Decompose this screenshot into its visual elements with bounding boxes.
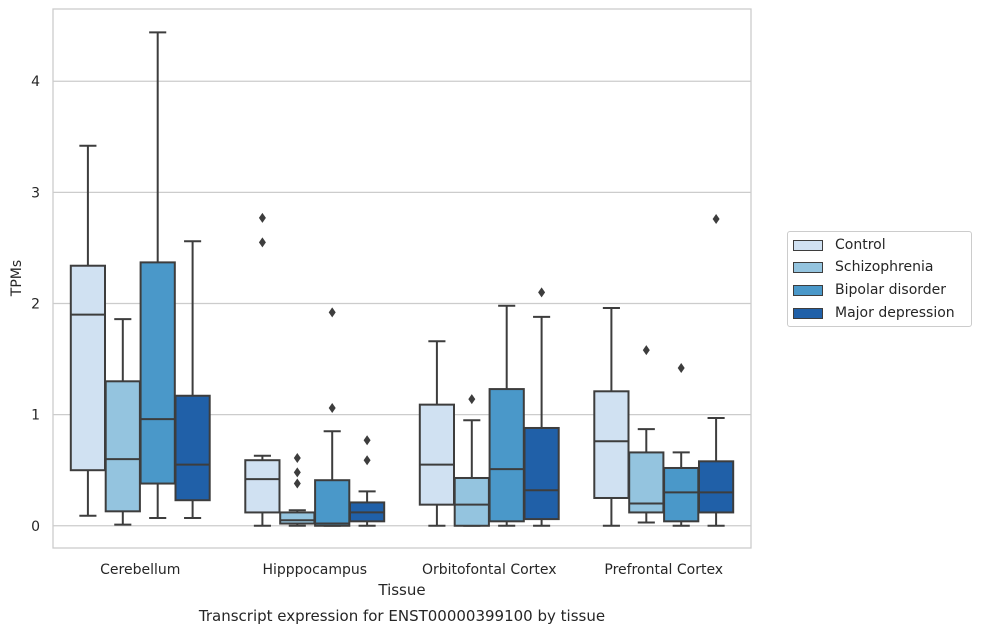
box-2-0 bbox=[139, 31, 176, 519]
box-iqr bbox=[488, 388, 525, 523]
box-3-3 bbox=[697, 214, 735, 527]
outlier-point bbox=[363, 435, 371, 446]
x-tick-labels: Cerebellum Hipppocampus Orbitofontal Corte… bbox=[100, 562, 723, 578]
legend-label-control: Control bbox=[835, 237, 886, 253]
outlier-point bbox=[328, 402, 336, 413]
box-2-1 bbox=[314, 307, 351, 527]
box-iqr bbox=[279, 511, 316, 525]
box-3-0 bbox=[174, 240, 211, 519]
box-iqr bbox=[663, 466, 700, 523]
outlier-point bbox=[642, 345, 650, 356]
x-tick-label: Orbitofontal Cortex bbox=[422, 562, 557, 578]
box-iqr bbox=[174, 394, 211, 502]
outlier-point bbox=[293, 452, 301, 463]
box-1-3 bbox=[628, 345, 665, 524]
x-tick-label: Prefrontal Cortex bbox=[604, 562, 723, 578]
y-axis-label: TPMs bbox=[9, 260, 25, 297]
box-iqr bbox=[314, 479, 351, 527]
outlier-point bbox=[258, 237, 266, 248]
box-iqr bbox=[418, 403, 456, 506]
outlier-point bbox=[468, 394, 476, 405]
legend-item-control: Control bbox=[793, 235, 886, 255]
y-tick-label: 0 bbox=[31, 519, 40, 535]
y-tick-label: 4 bbox=[31, 74, 40, 90]
box-1-2 bbox=[453, 394, 490, 527]
legend-label-schizophrenia: Schizophrenia bbox=[835, 259, 934, 275]
x-axis-label: Tissue bbox=[377, 581, 425, 599]
box-1-0 bbox=[104, 318, 141, 526]
legend-swatch-bipolar bbox=[793, 284, 823, 296]
outlier-point bbox=[363, 455, 371, 466]
box-iqr bbox=[453, 476, 490, 527]
legend-label-bipolar: Bipolar disorder bbox=[835, 282, 947, 298]
outlier-point bbox=[258, 212, 266, 223]
legend-swatch-schizophrenia bbox=[793, 261, 823, 273]
chart-legend: Control Schizophrenia Bipolar disorder M… bbox=[787, 231, 972, 327]
x-tick-label: Hipppocampus bbox=[262, 562, 367, 578]
x-tick-label: Cerebellum bbox=[100, 562, 180, 578]
y-tick-label: 1 bbox=[31, 408, 40, 424]
box-iqr bbox=[69, 264, 107, 472]
outlier-point bbox=[677, 362, 685, 373]
outlier-point bbox=[328, 307, 336, 318]
box-0-3 bbox=[593, 306, 630, 527]
outlier-point bbox=[293, 467, 301, 478]
outlier-point bbox=[538, 287, 546, 298]
box-iqr bbox=[139, 261, 176, 485]
y-tick-label: 2 bbox=[31, 297, 40, 313]
legend-label-major-depression: Major depression bbox=[835, 305, 955, 321]
box-0-2 bbox=[418, 340, 456, 527]
box-iqr bbox=[628, 451, 665, 514]
box-2-3 bbox=[663, 362, 700, 527]
box-3-1 bbox=[348, 435, 386, 527]
box-3-2 bbox=[523, 287, 560, 527]
box-iqr bbox=[523, 426, 560, 521]
box-iqr bbox=[697, 460, 735, 514]
box-iqr bbox=[104, 380, 141, 513]
box-iqr bbox=[244, 459, 281, 514]
box-0-0 bbox=[69, 144, 107, 517]
box-2-2 bbox=[488, 304, 525, 527]
y-tick-labels: 0 1 2 3 4 bbox=[31, 74, 40, 535]
legend-item-bipolar: Bipolar disorder bbox=[793, 280, 946, 300]
box-series bbox=[69, 31, 735, 527]
outlier-point bbox=[712, 214, 720, 225]
outlier-point bbox=[293, 478, 301, 489]
box-iqr bbox=[593, 390, 630, 499]
y-tick-label: 3 bbox=[31, 185, 40, 201]
legend-swatch-control bbox=[793, 239, 823, 251]
legend-item-schizophrenia: Schizophrenia bbox=[793, 257, 933, 277]
box-0-1 bbox=[244, 212, 281, 527]
chart-title: Transcript expression for ENST0000039910… bbox=[198, 607, 605, 625]
legend-item-major-depression: Major depression bbox=[793, 303, 955, 323]
legend-swatch-major-depression bbox=[793, 307, 823, 319]
